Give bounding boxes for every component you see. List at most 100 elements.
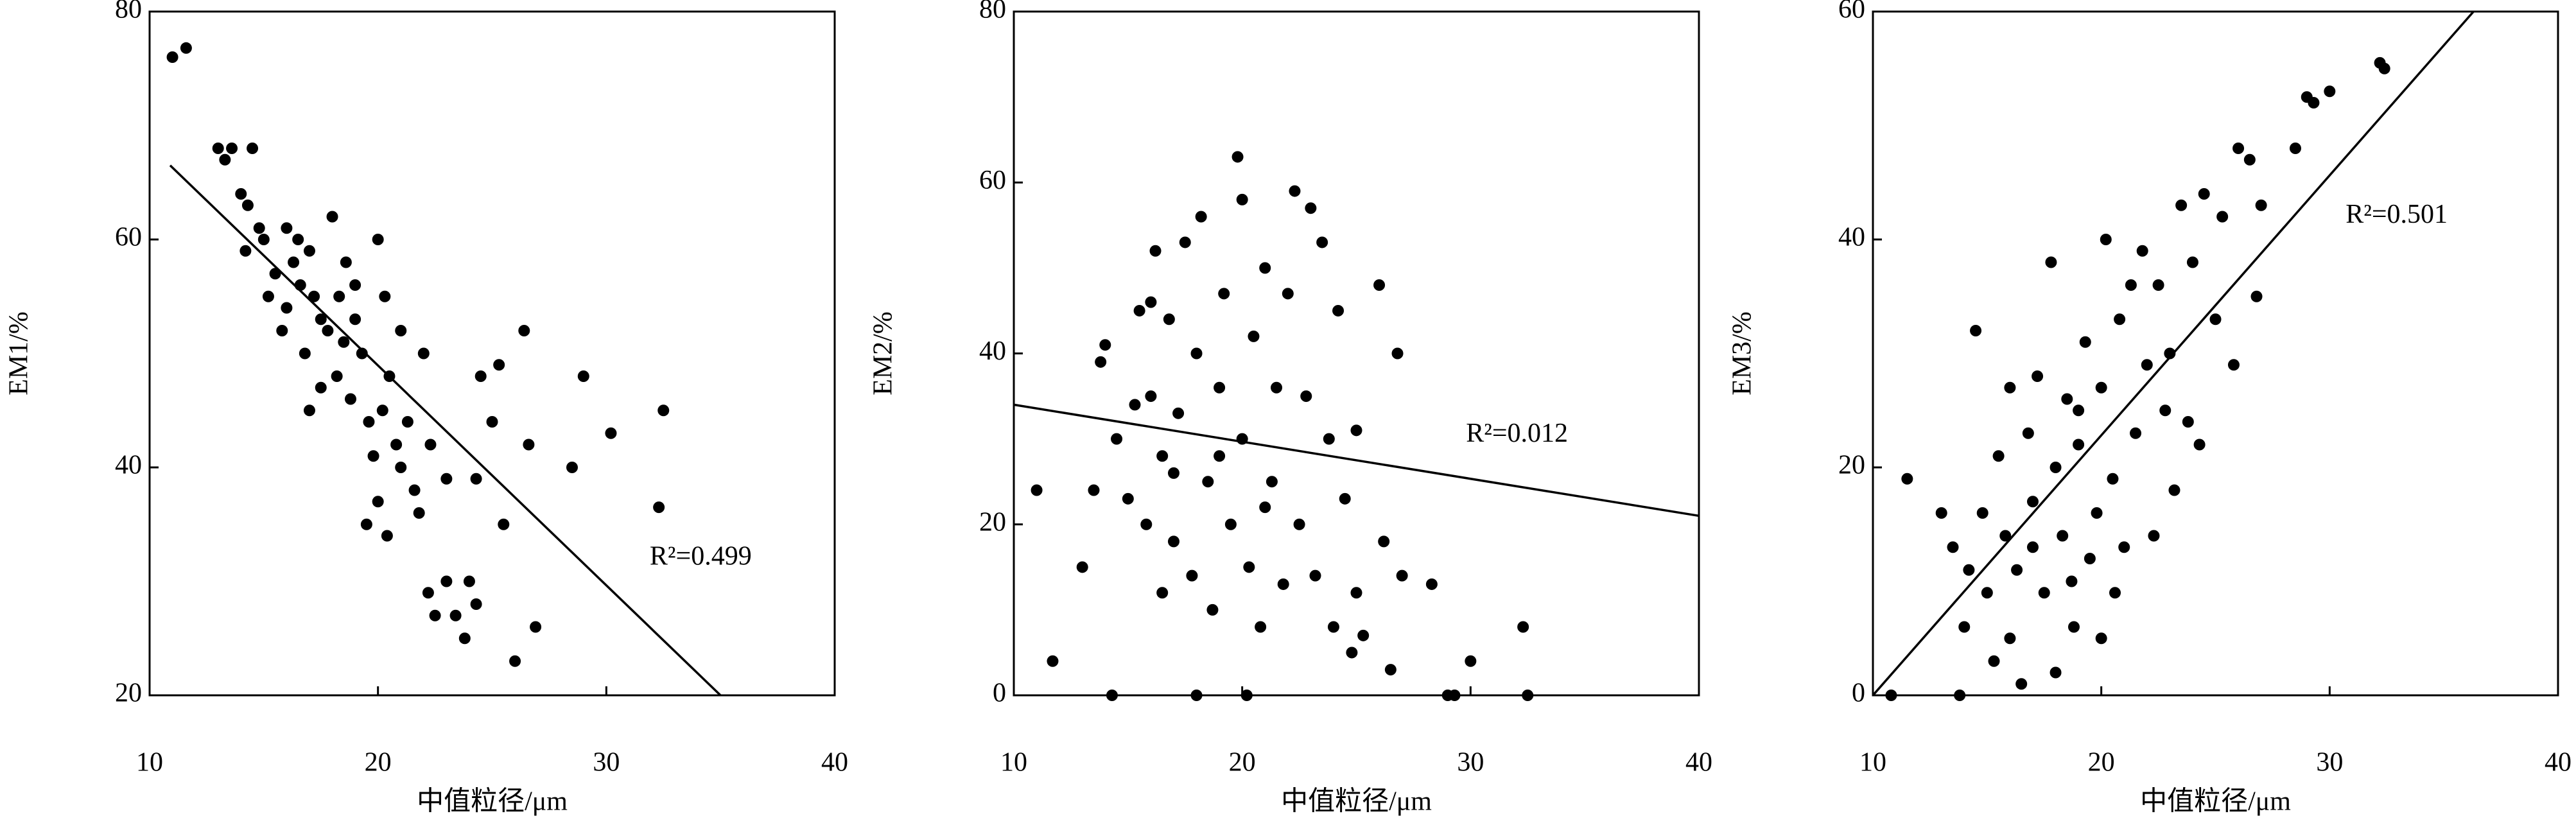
point [1031,484,1043,496]
point [281,222,293,234]
point [1195,211,1207,223]
point [308,290,320,302]
x-tick-label: 40 [1685,748,1712,777]
point [1163,313,1175,326]
point [1999,530,2012,542]
point [493,359,505,371]
plot-frame [148,10,836,697]
point [356,347,368,360]
point [413,507,425,519]
x-axis-label: 中值粒径/μm [417,787,568,817]
point [605,427,617,439]
point [1202,476,1214,488]
point [463,575,475,587]
point [1172,407,1185,419]
point [2308,97,2320,109]
point [344,393,356,405]
y-tick-label: 40 [1838,223,1865,252]
point [372,496,384,508]
x-tick-label: 20 [1229,748,1256,777]
y-tick-label: 60 [1838,0,1865,24]
point [2095,632,2107,645]
point [1214,381,1226,394]
point [1206,604,1219,616]
point [2152,279,2164,291]
point [2193,439,2206,451]
point [1981,587,1993,599]
point [1901,473,1913,485]
point [1449,690,1461,701]
y-axis-label: EM1/% [4,311,34,395]
point [424,439,437,451]
point [422,587,434,599]
point [2118,541,2130,553]
point [1309,569,1321,582]
point [1277,578,1289,590]
point [470,473,482,485]
point [440,473,453,485]
x-tick-label: 40 [821,748,848,777]
point [1357,629,1370,641]
point [2109,587,2121,599]
y-tick-label: 20 [1838,451,1865,480]
point [1300,390,1312,403]
point [247,143,259,154]
point [1378,535,1390,548]
point [2209,313,2222,326]
point [2324,85,2336,98]
point [2084,553,2096,564]
point [523,439,535,451]
point [2186,256,2198,268]
point [2045,256,2057,268]
point [2243,153,2256,166]
point [1373,279,1386,291]
point [1339,492,1351,505]
point [1133,304,1145,317]
plot-frame [1872,10,2559,697]
point [2227,359,2240,371]
point [1149,245,1162,257]
point [1323,433,1335,445]
point [2168,484,2180,496]
point [360,518,372,530]
point [2107,473,2119,485]
point [1088,484,1100,496]
x-tick-label: 10 [136,748,163,777]
point [2004,632,2016,645]
point [1970,325,1982,336]
point [2091,507,2103,519]
point [288,256,300,268]
point [2004,381,2016,394]
y-tick-label: 0 [1852,679,1865,708]
point [1167,467,1179,479]
point [1282,288,1294,300]
point [1156,450,1169,462]
point [1145,296,1157,308]
point [474,370,487,382]
x-axis-label: 中值粒径/μm [2140,787,2291,817]
y-axis-label: EM3/% [1728,311,1757,395]
y-tick-label: 40 [979,336,1006,366]
point [340,256,352,268]
y-tick-label: 80 [979,0,1006,24]
x-tick-label: 10 [1000,748,1027,777]
point [1145,390,1157,403]
point [1947,541,1959,553]
y-tick-label: 80 [115,0,142,24]
point [1517,621,1529,633]
x-tick-label: 30 [2316,748,2343,777]
point [2182,416,2194,428]
point [408,484,421,496]
point [395,325,407,336]
point [1243,561,1255,573]
point [530,621,542,633]
point [653,501,665,514]
point [1156,587,1169,599]
point [1129,399,1141,411]
point [379,290,391,302]
point [1106,690,1118,701]
point [566,462,578,473]
point [219,153,231,166]
point [363,416,375,428]
